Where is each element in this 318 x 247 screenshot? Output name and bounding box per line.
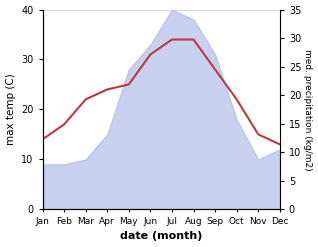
- Y-axis label: med. precipitation (kg/m2): med. precipitation (kg/m2): [303, 49, 313, 170]
- X-axis label: date (month): date (month): [120, 231, 202, 242]
- Y-axis label: max temp (C): max temp (C): [5, 74, 16, 145]
